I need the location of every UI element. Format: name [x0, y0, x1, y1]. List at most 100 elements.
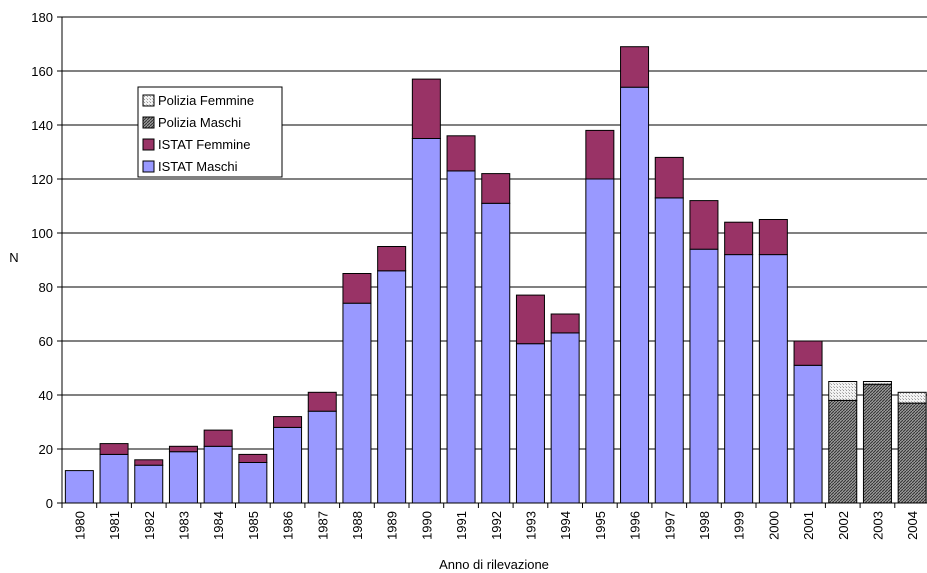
bar-segment	[585, 178, 615, 504]
x-tick-label: 1997	[662, 511, 677, 540]
x-tick-label: 1986	[281, 511, 296, 540]
bar-segment	[793, 364, 823, 504]
legend-swatch	[142, 160, 155, 173]
bar-segment	[342, 302, 372, 504]
bar-segment	[307, 410, 337, 504]
y-tick-label: 80	[39, 280, 53, 295]
bar-segment	[828, 399, 858, 504]
x-tick-label: 1984	[211, 511, 226, 540]
bar-segment	[238, 462, 268, 504]
bar-segment	[862, 383, 892, 504]
bar-segment	[446, 135, 476, 172]
bar-segment	[377, 246, 407, 272]
x-tick-label: 1993	[523, 511, 538, 540]
x-tick-label: 2001	[801, 511, 816, 540]
x-tick-label: 1996	[628, 511, 643, 540]
x-tick-label: 2003	[870, 511, 885, 540]
bar-segment	[828, 381, 858, 401]
y-tick-label: 40	[39, 388, 53, 403]
x-tick-labels: 1980 1981 1982 1983 1984 1985 1986 1987 1988 1989…	[72, 511, 920, 540]
x-tick-label: 1989	[385, 511, 400, 540]
bar-segment	[446, 170, 476, 504]
bar-segment	[689, 200, 719, 250]
x-tick-label: 2000	[766, 511, 781, 540]
bar-segment	[515, 294, 545, 345]
bar-segment	[411, 78, 441, 139]
legend-label: ISTAT Femmine	[158, 137, 250, 152]
bar-segment	[203, 445, 233, 504]
legend-label: Polizia Femmine	[158, 93, 254, 108]
x-tick-label: 1994	[558, 511, 573, 540]
x-tick-label: 1981	[107, 511, 122, 540]
bar-segment	[897, 402, 927, 504]
bars	[64, 46, 927, 504]
bar-segment	[168, 445, 198, 453]
y-tick-label: 120	[31, 172, 53, 187]
bar-segment	[654, 197, 684, 504]
bar-segment	[724, 254, 754, 504]
x-tick-label: 1999	[732, 511, 747, 540]
x-tick-label: 1995	[593, 511, 608, 540]
legend-swatch	[142, 138, 155, 151]
bar-segment	[273, 416, 303, 428]
x-tick-label: 2004	[905, 511, 920, 540]
bar-segment	[203, 429, 233, 447]
bar-segment	[134, 459, 164, 466]
y-axis-title: N	[9, 250, 18, 265]
y-tick-label: 140	[31, 118, 53, 133]
y-tick-label: 0	[46, 496, 53, 511]
y-tick-label: 60	[39, 334, 53, 349]
bar-segment	[550, 313, 580, 334]
x-tick-label: 1988	[350, 511, 365, 540]
bar-segment	[99, 443, 129, 455]
x-tick-label: 1998	[697, 511, 712, 540]
bar-segment	[620, 86, 650, 504]
bar-segment	[585, 129, 615, 180]
bar-segment	[342, 273, 372, 304]
bar-segment	[515, 343, 545, 504]
x-tick-label: 1985	[246, 511, 261, 540]
y-tick-label: 20	[39, 442, 53, 457]
bar-segment	[481, 202, 511, 504]
bar-segment	[897, 391, 927, 404]
x-tick-label: 1992	[489, 511, 504, 540]
x-tick-label: 1980	[72, 511, 87, 540]
bar-segment	[724, 221, 754, 256]
legend-label: Polizia Maschi	[158, 115, 241, 130]
bar-segment	[238, 453, 268, 463]
bar-segment	[99, 453, 129, 504]
bar-segment	[307, 391, 337, 412]
x-tick-label: 1987	[315, 511, 330, 540]
bar-segment	[168, 451, 198, 504]
y-tick-labels: 0 20 40 60 80 100 120 140 160 180	[31, 10, 53, 511]
axes	[57, 16, 927, 508]
bar-segment	[654, 156, 684, 199]
legend-box	[137, 86, 283, 178]
x-tick-label: 2002	[836, 511, 851, 540]
y-tick-label: 100	[31, 226, 53, 241]
x-tick-label: 1982	[142, 511, 157, 540]
legend-label: ISTAT Maschi	[158, 159, 238, 174]
bar-segment	[411, 138, 441, 504]
y-tick-label: 180	[31, 10, 53, 25]
bar-segment	[377, 270, 407, 504]
bar-segment	[64, 470, 94, 504]
x-axis-title: Anno di rilevazione	[439, 557, 549, 572]
legend: Polizia Femmine Polizia Maschi ISTAT Femmi…	[137, 86, 283, 178]
legend-swatch	[142, 94, 155, 107]
bar-segment	[758, 219, 788, 256]
bar-segment	[550, 332, 580, 504]
x-tick-label: 1990	[419, 511, 434, 540]
legend-swatch	[142, 116, 155, 129]
bar-segment	[758, 254, 788, 504]
bar-segment	[273, 426, 303, 504]
bar-segment	[134, 464, 164, 504]
x-tick-label: 1991	[454, 511, 469, 540]
bar-segment	[481, 173, 511, 204]
y-tick-label: 160	[31, 64, 53, 79]
x-tick-label: 1983	[176, 511, 191, 540]
bar-segment	[793, 340, 823, 366]
bar-segment	[689, 248, 719, 504]
bar-segment	[620, 46, 650, 88]
